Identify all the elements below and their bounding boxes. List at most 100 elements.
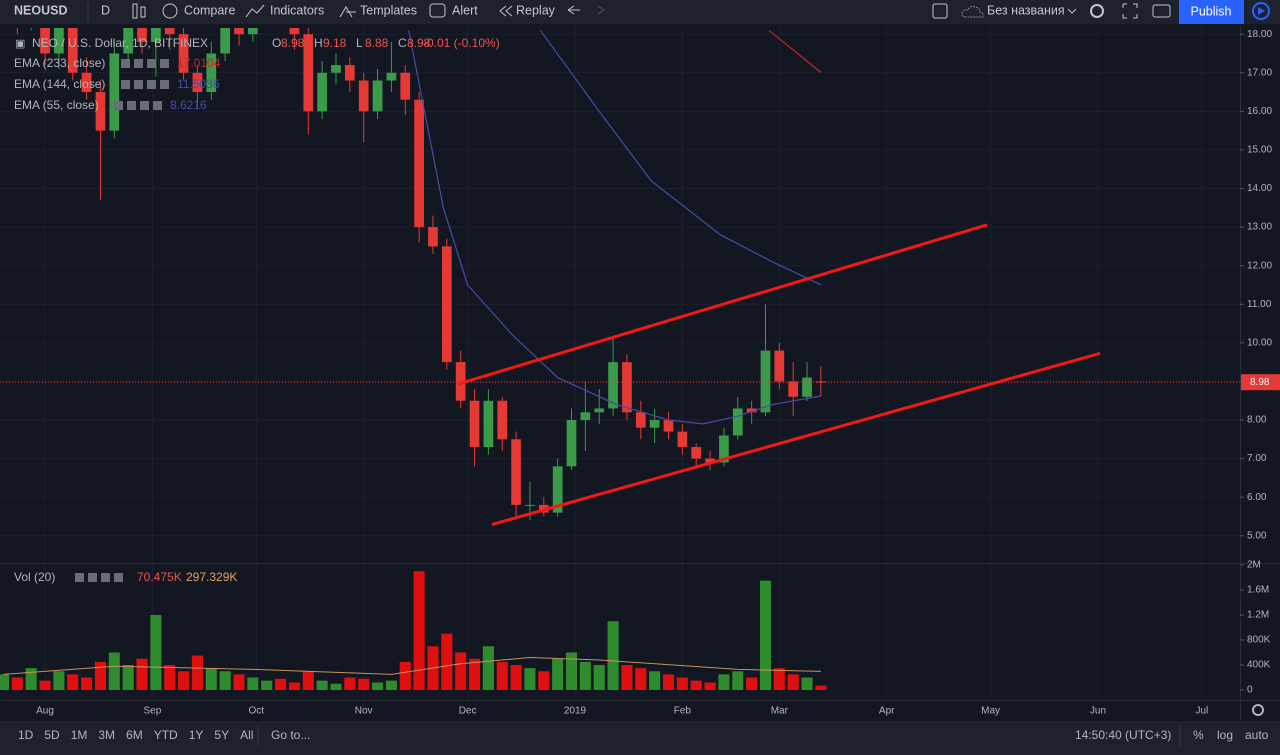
fullscreen-button[interactable]: [1122, 3, 1138, 19]
percent-toggle[interactable]: %: [1193, 728, 1204, 742]
volume-bar: [413, 571, 425, 690]
volume-bar: [25, 668, 37, 690]
volume-bar: [649, 671, 661, 690]
alert-icon[interactable]: [429, 3, 446, 18]
range-button[interactable]: 1D: [18, 728, 34, 742]
candle-body: [54, 28, 64, 54]
volume-bar: [759, 580, 772, 690]
indicators-button[interactable]: Indicators: [270, 3, 324, 17]
candle-body: [95, 92, 106, 131]
alert-button[interactable]: Alert: [452, 3, 478, 17]
publish-button[interactable]: Publish: [1191, 4, 1232, 18]
range-button[interactable]: 1M: [71, 728, 88, 742]
volume-bar: [704, 682, 716, 690]
templates-button[interactable]: Templates: [360, 3, 417, 17]
ema-name: EMA (233, close): [14, 56, 105, 70]
legend-toggle[interactable]: ▣: [15, 38, 25, 50]
volume-bar: [441, 633, 453, 690]
indicator-button[interactable]: [121, 59, 130, 68]
candle-body: [67, 28, 78, 73]
replay-icon[interactable]: [499, 5, 513, 17]
candle-body: [386, 72, 397, 81]
volume-bar: [815, 685, 827, 690]
layout-name[interactable]: Без названия: [987, 3, 1065, 17]
interval[interactable]: D: [101, 3, 110, 17]
candle-body: [719, 435, 729, 463]
volume-bar: [538, 671, 550, 690]
indicator-button[interactable]: [127, 101, 136, 110]
volume-value: 70.475K: [137, 570, 182, 584]
ema-value: 8.6216: [170, 98, 207, 112]
volume-bar: [94, 661, 106, 690]
candle-body: [234, 28, 244, 35]
candle-body: [151, 28, 161, 42]
range-button[interactable]: 5Y: [214, 728, 229, 742]
candle-body: [428, 227, 438, 247]
candle-body: [164, 28, 175, 35]
redo[interactable]: [597, 5, 605, 15]
trend-line[interactable]: [457, 223, 988, 386]
candle-body: [192, 72, 203, 93]
snapshot-button[interactable]: [1152, 4, 1171, 18]
trend-line[interactable]: [491, 351, 1101, 527]
settings-button[interactable]: [1090, 4, 1104, 18]
axis-settings[interactable]: [1252, 704, 1264, 716]
ohlc-value: 8.98: [281, 36, 305, 50]
candle-body: [746, 408, 757, 413]
layout-button[interactable]: [932, 3, 948, 19]
volume-buttons[interactable]: [75, 573, 123, 582]
range-button[interactable]: All: [240, 728, 253, 742]
goto-button[interactable]: Go to...: [271, 728, 310, 742]
undo[interactable]: [567, 5, 580, 15]
range-button[interactable]: YTD: [154, 728, 178, 742]
volume-bar: [0, 674, 10, 690]
y-tick-label: 5.00: [1247, 530, 1267, 541]
compare-button[interactable]: Compare: [184, 3, 235, 17]
toolbar: NEOUSD D Compare Indicators Templates Al…: [0, 0, 1280, 24]
indicator-button[interactable]: [114, 101, 123, 110]
indicator-button[interactable]: [160, 80, 169, 89]
layout-menu[interactable]: [1067, 8, 1077, 14]
x-tick-label: Mar: [771, 706, 789, 717]
volume-ma-value: 297.329K: [186, 570, 237, 584]
volume-ma-line: [3, 656, 821, 675]
range-button[interactable]: 6M: [126, 728, 143, 742]
ema-name: EMA (55, close): [14, 98, 99, 112]
auto-toggle[interactable]: auto: [1245, 728, 1269, 742]
range-button[interactable]: 3M: [98, 728, 115, 742]
y-tick-label: 11.00: [1247, 299, 1272, 310]
volume-bar: [122, 665, 134, 690]
compare-icon[interactable]: [162, 3, 178, 19]
indicator-button[interactable]: [147, 59, 156, 68]
replay-button[interactable]: Replay: [516, 3, 556, 17]
candle-body: [317, 72, 327, 112]
candle-body: [608, 362, 618, 409]
indicator-button[interactable]: [147, 80, 156, 89]
chart-style-button[interactable]: [132, 3, 146, 19]
candle-body: [414, 99, 424, 228]
candle-body: [788, 381, 799, 397]
volume-tick-label: 1.2M: [1247, 610, 1269, 621]
symbol[interactable]: NEOUSD: [14, 3, 67, 17]
templates-icon[interactable]: [339, 6, 356, 18]
volume-bar: [178, 671, 190, 690]
indicators-icon[interactable]: [245, 4, 265, 18]
toolbar-bg: [0, 0, 1280, 24]
volume-bar: [136, 658, 148, 690]
indicator-button[interactable]: [153, 101, 162, 110]
indicator-button[interactable]: [140, 101, 149, 110]
range-button[interactable]: 5D: [44, 728, 60, 742]
candle-body: [552, 466, 563, 513]
indicator-button[interactable]: [134, 59, 143, 68]
indicator-button[interactable]: [121, 80, 130, 89]
indicator-button[interactable]: [134, 80, 143, 89]
indicator-button[interactable]: [160, 59, 169, 68]
x-tick-label: Nov: [355, 706, 373, 717]
candle-body: [566, 420, 577, 467]
candle-body: [81, 72, 92, 93]
last-price-label: 8.98: [1250, 377, 1270, 388]
replay-play[interactable]: [1252, 2, 1270, 20]
log-toggle[interactable]: log: [1217, 728, 1233, 742]
publish-button-bg[interactable]: [1179, 0, 1244, 24]
range-button[interactable]: 1Y: [189, 728, 204, 742]
